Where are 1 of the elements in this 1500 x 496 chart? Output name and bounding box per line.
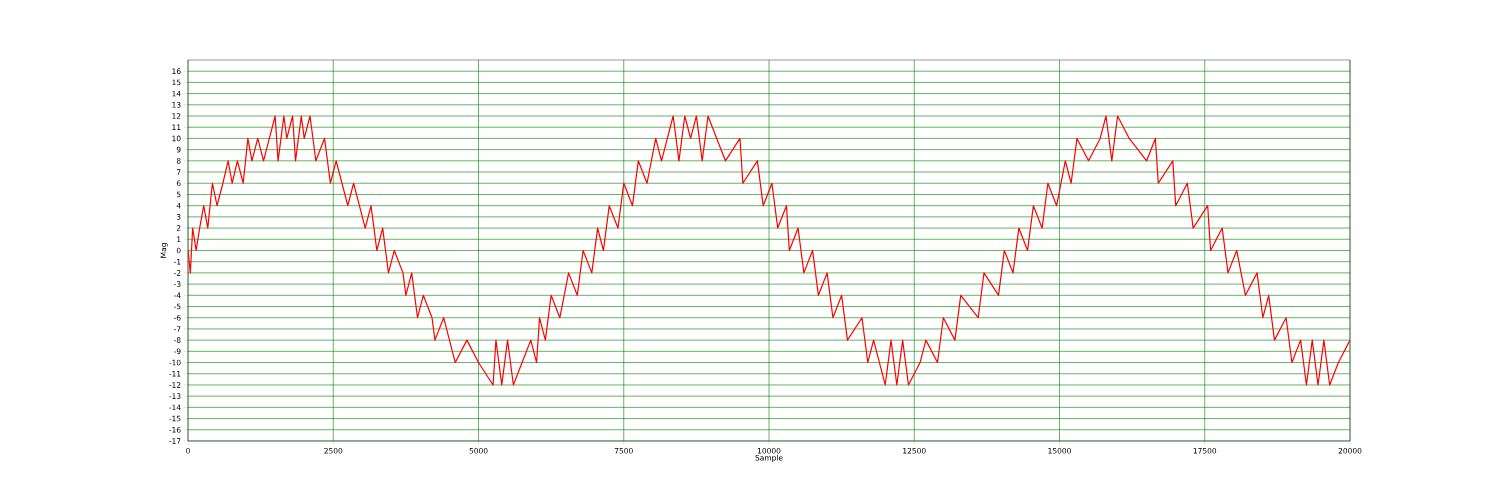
line-series [188,115,1351,386]
